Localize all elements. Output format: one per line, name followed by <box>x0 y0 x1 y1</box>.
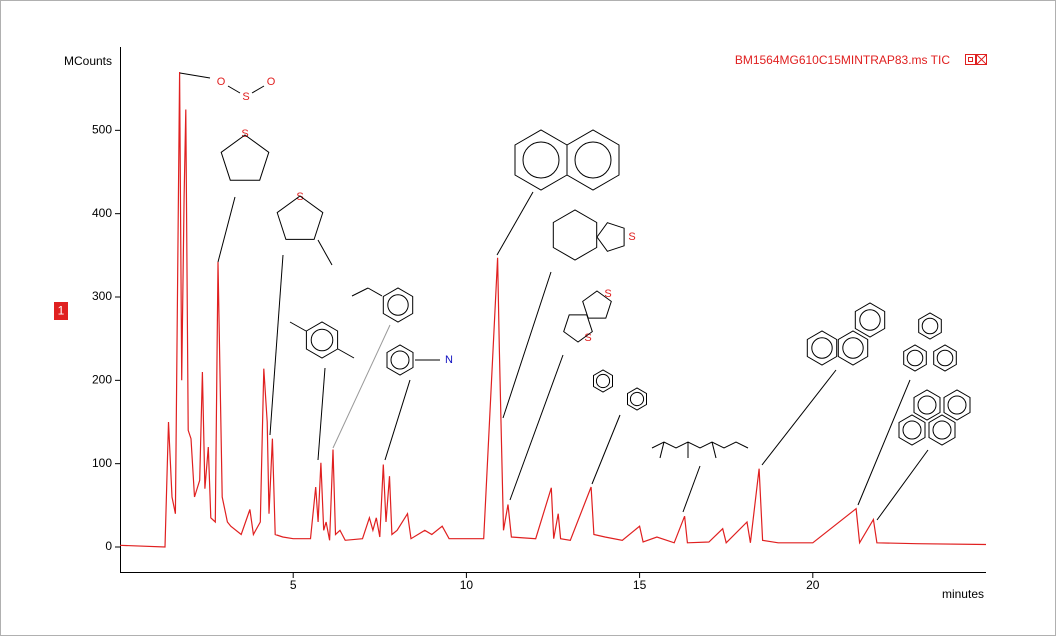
ring <box>903 344 927 372</box>
y-tick-label: 0 <box>105 539 112 553</box>
bond <box>179 72 211 79</box>
ring <box>921 317 939 335</box>
bond <box>496 191 534 256</box>
y-axis-label: MCounts <box>64 54 112 68</box>
y-tick-label: 200 <box>92 373 112 387</box>
ring <box>220 134 270 181</box>
x-axis-label: minutes <box>942 587 984 601</box>
atom-label: S <box>241 128 248 140</box>
x-tick-label: 20 <box>806 578 820 592</box>
ring <box>574 141 612 179</box>
ring <box>276 195 324 240</box>
chart-title: BM1564MG610C15MINTRAP83.ms TIC <box>735 53 951 67</box>
ring <box>386 344 414 376</box>
y-tick-label: 400 <box>92 206 112 220</box>
ring <box>918 312 942 340</box>
atom-label: S <box>242 91 249 103</box>
ring <box>947 395 967 415</box>
atom-label: O <box>217 76 226 88</box>
bond <box>659 441 665 459</box>
ring <box>582 290 612 319</box>
ring <box>859 309 881 331</box>
x-tick-label: 10 <box>460 578 474 592</box>
bond <box>337 348 355 359</box>
atom-label: S <box>584 332 591 344</box>
atom-label: S <box>296 191 303 203</box>
chain <box>651 441 749 449</box>
ring <box>522 141 560 179</box>
bond <box>876 449 929 521</box>
ring <box>811 337 833 359</box>
bond <box>332 324 391 449</box>
y-tick-label: 100 <box>92 456 112 470</box>
ring <box>936 349 954 367</box>
ring <box>928 414 956 446</box>
ring <box>310 328 334 352</box>
ring <box>387 294 409 316</box>
window-icons[interactable] <box>965 54 987 65</box>
bond <box>857 379 911 506</box>
ring <box>390 350 410 370</box>
bond <box>384 379 411 461</box>
y-tick-label: 500 <box>92 123 112 137</box>
bond <box>251 85 265 94</box>
ring <box>806 330 838 366</box>
bond <box>289 321 307 332</box>
bond <box>367 287 383 297</box>
ring <box>627 387 647 411</box>
atom-label: N <box>445 354 453 366</box>
bond <box>217 196 236 263</box>
marker-box[interactable] <box>54 302 68 320</box>
bond <box>591 414 621 485</box>
ring <box>906 349 924 367</box>
ring <box>382 287 414 323</box>
ring <box>595 373 611 389</box>
ring <box>629 391 645 407</box>
ring <box>563 314 593 343</box>
ring <box>305 321 339 359</box>
bond <box>317 367 326 461</box>
ring <box>913 389 941 421</box>
atom-label: S <box>604 288 611 300</box>
ring <box>917 395 937 415</box>
x-tick-label: 15 <box>633 578 647 592</box>
ring <box>854 302 886 338</box>
ring <box>902 420 922 440</box>
structures <box>179 72 971 521</box>
bond <box>761 369 837 466</box>
ring <box>593 369 613 393</box>
ring <box>943 389 971 421</box>
bond <box>317 239 333 266</box>
ring <box>837 330 869 366</box>
ring <box>933 344 957 372</box>
bond <box>502 271 552 419</box>
marker-label: 1 <box>58 304 65 318</box>
ring <box>898 414 926 446</box>
x-tick-label: 5 <box>290 578 297 592</box>
bond <box>682 465 701 513</box>
bond <box>269 254 284 436</box>
bond <box>509 354 564 501</box>
ring <box>596 222 625 252</box>
atom-label: O <box>267 76 276 88</box>
atom-label: S <box>628 231 635 243</box>
ring <box>842 337 864 359</box>
trace <box>119 71 987 548</box>
ring <box>932 420 952 440</box>
y-tick-label: 300 <box>92 289 112 303</box>
bond <box>711 441 717 459</box>
bond <box>227 85 241 94</box>
ring <box>552 209 598 261</box>
bond <box>351 287 369 297</box>
ring <box>566 129 620 191</box>
